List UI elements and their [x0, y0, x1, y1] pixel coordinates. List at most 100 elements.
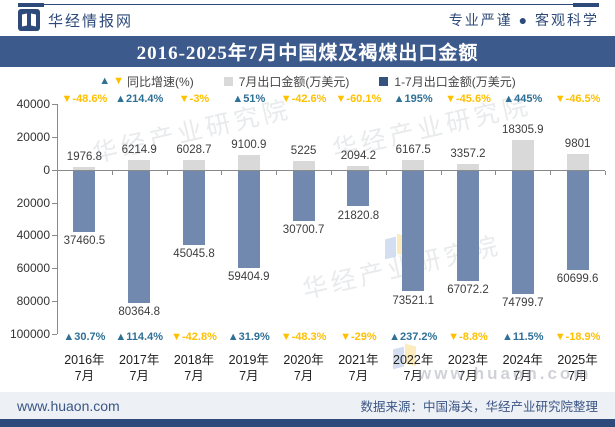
july-growth-label: ▼-46.5%	[554, 93, 601, 105]
cum-growth-label: ▼-18.9%	[554, 331, 601, 343]
cum-growth-label: ▼-29%	[340, 331, 377, 343]
y-axis-tick	[52, 104, 57, 105]
july-growth-label: ▲51%	[232, 93, 266, 105]
y-axis-tick-label: 80000	[16, 294, 50, 309]
cum-growth-label: ▲11.5%	[502, 331, 544, 343]
x-axis-tick	[166, 170, 168, 175]
july-growth-label: ▲445%	[503, 93, 543, 105]
bar-july-export	[128, 159, 151, 170]
bar-cum-export	[511, 170, 534, 294]
y-axis-tick-label: 60000	[16, 261, 50, 276]
y-axis-tick	[52, 169, 57, 171]
footer-site-url: www.huaon.com	[17, 397, 120, 414]
y-axis-tick-label: 20000	[16, 129, 50, 144]
cum-growth-label: ▲237.2%	[389, 331, 438, 343]
y-axis-tick-label: 0	[43, 162, 50, 177]
brand: 华经情报网	[18, 9, 133, 31]
y-axis-tick	[52, 136, 57, 138]
july-value-label: 18305.9	[502, 123, 544, 136]
y-axis-tick	[52, 202, 57, 204]
x-axis-category: 2019年 7月	[228, 353, 269, 383]
bar-cum-export	[566, 170, 589, 271]
x-axis-category: 2018年 7月	[173, 353, 215, 383]
x-axis-tick	[605, 170, 606, 175]
cum-value-label: 21820.8	[337, 209, 380, 222]
page-footer: www.huaon.com 数据来源：中国海关，华经产业研究院整理	[0, 392, 615, 419]
x-axis-category: 2022年 7月	[393, 353, 434, 383]
x-axis-tick	[385, 170, 387, 175]
x-axis-category: 2016年 7月	[64, 353, 105, 383]
x-axis-tick	[495, 170, 497, 175]
cum-value-label: 73521.1	[392, 294, 434, 307]
bar-cum-export	[183, 170, 205, 245]
x-axis-category: 2021年 7月	[338, 353, 379, 383]
page-header: 华经情报网 专业严谨 ● 客观科学	[18, 7, 599, 33]
july-growth-label: ▼-48.6%	[61, 93, 108, 105]
x-axis-tick	[440, 170, 442, 175]
cum-growth-label: ▲30.7%	[63, 331, 106, 343]
cum-value-label: 60699.6	[556, 273, 599, 286]
x-axis-tick	[111, 170, 113, 175]
bar-cum-export	[402, 170, 425, 292]
huajing-logo-icon	[18, 9, 40, 31]
y-axis-tick	[52, 235, 57, 237]
y-axis-tick-label: 40000	[16, 97, 50, 111]
bar-cum-export	[237, 170, 260, 269]
cum-value-label: 67072.2	[447, 283, 489, 296]
x-axis-category: 2020年 7月	[283, 353, 324, 383]
bar-july-export	[511, 139, 534, 170]
cum-growth-label: ▲31.9%	[227, 331, 270, 343]
bar-july-export	[457, 164, 479, 170]
triangle-down-icon: ▼	[113, 75, 125, 87]
y-axis-tick-label: 40000	[16, 228, 50, 243]
y-axis-tick	[52, 268, 57, 270]
bar-cum-export	[347, 170, 370, 207]
july-growth-label: ▲195%	[393, 93, 433, 105]
july-growth-label: ▼-60.1%	[335, 93, 382, 105]
x-axis-tick	[550, 170, 552, 175]
x-axis-category: 2017年 7月	[119, 353, 160, 383]
july-value-label: 6214.9	[121, 143, 157, 156]
july-value-label: 3357.2	[450, 148, 486, 161]
top-rule-left-dash	[18, 3, 44, 7]
bar-cum-export	[128, 170, 151, 303]
july-value-label: 9801	[564, 137, 591, 150]
legend-label-growth: 同比增速(%)	[127, 75, 194, 89]
july-growth-label: ▼-3%	[178, 93, 210, 105]
cum-value-label: 80364.8	[118, 305, 160, 318]
bar-july-export	[73, 166, 96, 170]
cum-growth-label: ▲114.4%	[115, 331, 163, 343]
chart-legend: ▲ ▼ 同比增速(%) 7月出口金额(万美元) 1-7月出口金额(万美元)	[0, 73, 615, 90]
cum-value-label: 30700.7	[282, 224, 325, 237]
july-value-label: 6167.5	[395, 143, 431, 156]
cum-value-label: 74799.7	[502, 296, 544, 309]
bar-july-export	[183, 159, 205, 170]
top-rule-line	[18, 4, 599, 5]
bar-july-export	[237, 154, 260, 170]
legend-item-july: 7月出口金额(万美元)	[223, 73, 349, 90]
july-value-label: 6028.7	[176, 143, 212, 156]
legend-item-cum: 1-7月出口金额(万美元)	[379, 73, 516, 90]
bar-july-export	[347, 166, 370, 170]
x-axis-category: 2025年 7月	[557, 353, 598, 383]
bottom-strip	[0, 419, 615, 427]
bar-july-export	[292, 161, 315, 170]
y-axis-tick-label: 100000	[9, 327, 50, 341]
bar-july-export	[402, 159, 425, 170]
bar-july-export	[566, 153, 589, 170]
x-axis-tick	[57, 170, 58, 175]
cum-growth-label: ▼-8.8%	[448, 331, 488, 343]
x-axis-category: 2024年 7月	[502, 353, 543, 383]
top-rule-right-dash	[573, 3, 599, 7]
header-slogan: 专业严谨 ● 客观科学	[448, 12, 599, 28]
cum-value-label: 37460.5	[63, 235, 106, 248]
x-axis-category: 2023年 7月	[447, 353, 489, 383]
zero-axis-line	[57, 169, 605, 171]
y-axis-line	[57, 104, 58, 334]
chart-title: 2016-2025年7月中国煤及褐煤出口金额	[136, 43, 479, 64]
footer-data-source: 数据来源：中国海关，华经产业研究院整理	[360, 400, 598, 414]
triangle-up-icon: ▲	[99, 75, 111, 87]
bar-cum-export	[457, 170, 479, 281]
y-axis-tick-label: 20000	[16, 195, 50, 210]
